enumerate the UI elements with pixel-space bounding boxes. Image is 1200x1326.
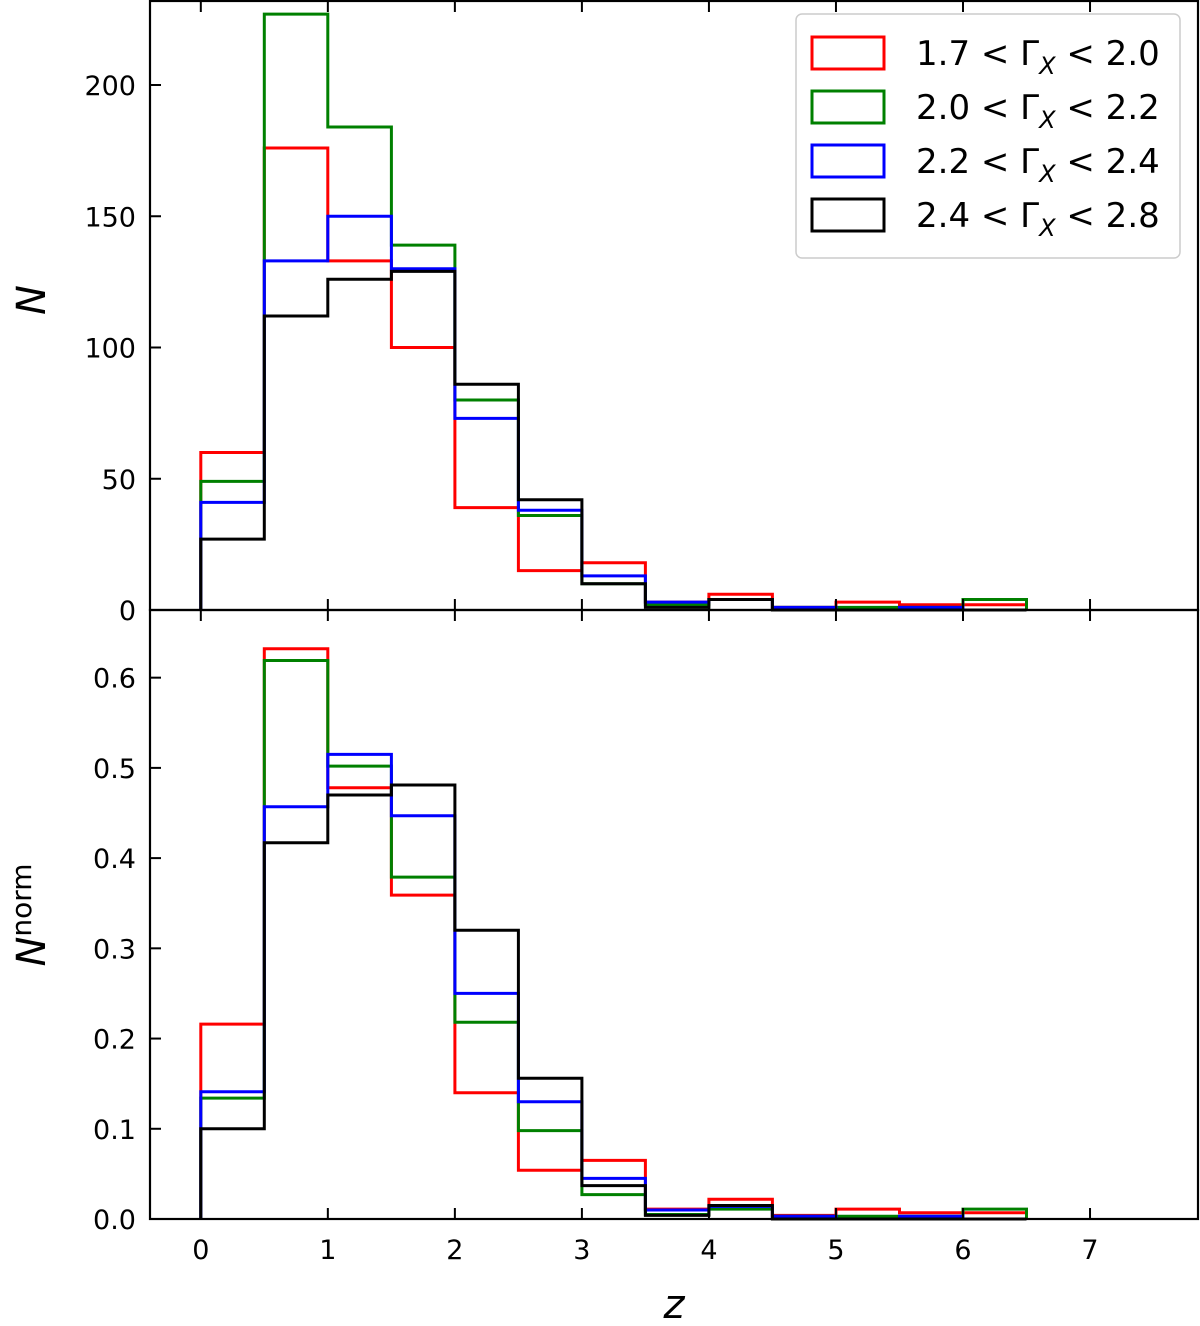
x-tick-label: 0 (192, 1235, 209, 1266)
x-tick-label: 1 (319, 1235, 336, 1266)
legend-swatch-1 (810, 89, 886, 125)
counts-y-tick-label: 200 (84, 71, 136, 102)
counts-y-axis-label: N (9, 285, 55, 315)
x-tick-label: 7 (1081, 1235, 1098, 1266)
normalized-y-tick-label: 0.3 (93, 934, 136, 965)
x-tick-label: 2 (446, 1235, 463, 1266)
normalized-y-tick-label: 0.4 (93, 844, 136, 875)
x-tick-label: 5 (827, 1235, 844, 1266)
legend: 1.7 < ΓX < 2.0 2.0 < ΓX < 2.2 2.2 < ΓX < 2… (795, 13, 1181, 259)
normalized-y-tick-label: 0.6 (93, 664, 136, 695)
normalized-y-axis-label: Nnorm (5, 863, 55, 966)
normalized-panel: 0.0 0.1 0.2 0.3 0.4 0.5 0.6 0 1 2 3 4 5 6 7 Nnorm (5, 608, 1200, 1266)
normalized-y-tick-label: 0.0 (93, 1205, 136, 1236)
normalized-y-tick-label: 0.5 (93, 754, 136, 785)
legend-swatch-0 (810, 35, 886, 71)
x-axis-label: z (663, 1282, 686, 1326)
counts-y-tick-label: 0 (119, 596, 136, 627)
x-tick-label: 3 (573, 1235, 590, 1266)
normalized-y-tick-label: 0.1 (93, 1115, 136, 1146)
counts-y-tick-label: 150 (84, 202, 136, 233)
normalized-y-tick-label: 0.2 (93, 1025, 136, 1056)
counts-y-tick-label: 50 (102, 465, 136, 496)
counts-y-tick-label: 100 (84, 334, 136, 365)
legend-label-3: 2.4 < ΓX < 2.8 (916, 196, 1160, 242)
legend-label-1: 2.0 < ΓX < 2.2 (916, 88, 1160, 134)
x-tick-label: 4 (700, 1235, 717, 1266)
counts-panel: 0 50 100 150 200 N (9, 0, 1200, 627)
legend-swatch-3 (810, 197, 886, 233)
legend-label-0: 1.7 < ΓX < 2.0 (916, 34, 1160, 80)
legend-swatch-2 (810, 143, 886, 179)
x-tick-label: 6 (954, 1235, 971, 1266)
legend-label-2: 2.2 < ΓX < 2.4 (916, 142, 1160, 188)
